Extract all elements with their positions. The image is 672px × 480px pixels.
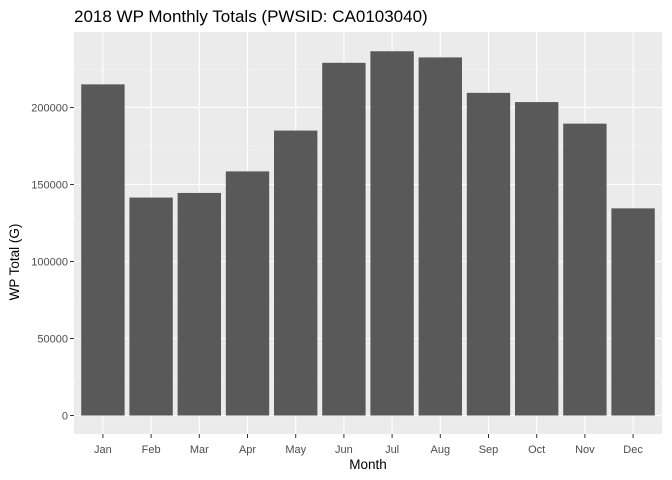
x-tick-label: May bbox=[285, 444, 306, 456]
y-axis: 0 50000 100000 150000 200000 bbox=[31, 102, 74, 423]
y-tick-label: 0 bbox=[62, 411, 68, 423]
x-tick-label: Feb bbox=[142, 444, 161, 456]
bar-nov bbox=[563, 123, 607, 416]
x-tick-label: Jul bbox=[385, 444, 399, 456]
bar-mar bbox=[177, 192, 221, 416]
bar-jul bbox=[370, 51, 414, 416]
y-tick-label: 100000 bbox=[31, 256, 68, 268]
x-tick-label: Dec bbox=[623, 444, 643, 456]
x-tick-label: Sep bbox=[479, 444, 499, 456]
bar-jan bbox=[81, 84, 125, 416]
x-tick-label: Jan bbox=[94, 444, 112, 456]
x-tick-label: Aug bbox=[431, 444, 451, 456]
bar-aug bbox=[418, 57, 462, 416]
x-tick-label: Jun bbox=[335, 444, 353, 456]
chart-title: 2018 WP Monthly Totals (PWSID: CA0103040… bbox=[74, 7, 428, 26]
bar-apr bbox=[225, 171, 270, 416]
bar-oct bbox=[515, 102, 559, 416]
bar-sep bbox=[466, 92, 511, 416]
x-tick-label: Nov bbox=[575, 444, 595, 456]
y-tick-label: 50000 bbox=[37, 334, 68, 346]
bar-feb bbox=[129, 197, 173, 416]
y-tick-label: 150000 bbox=[31, 179, 68, 191]
bars bbox=[81, 51, 655, 416]
x-tick-label: Mar bbox=[190, 444, 209, 456]
bar-dec bbox=[611, 208, 655, 416]
x-tick-label: Oct bbox=[528, 444, 545, 456]
bar-jun bbox=[322, 62, 366, 416]
x-axis-title: Month bbox=[349, 457, 387, 472]
y-axis-title: WP Total (G) bbox=[7, 224, 22, 301]
bar-may bbox=[274, 130, 318, 416]
x-axis: Jan Feb Mar Apr May Jun Jul Aug Sep Oct Nov Dec bbox=[94, 434, 643, 456]
y-tick-label: 200000 bbox=[31, 102, 68, 114]
x-tick-label: Apr bbox=[239, 444, 256, 456]
